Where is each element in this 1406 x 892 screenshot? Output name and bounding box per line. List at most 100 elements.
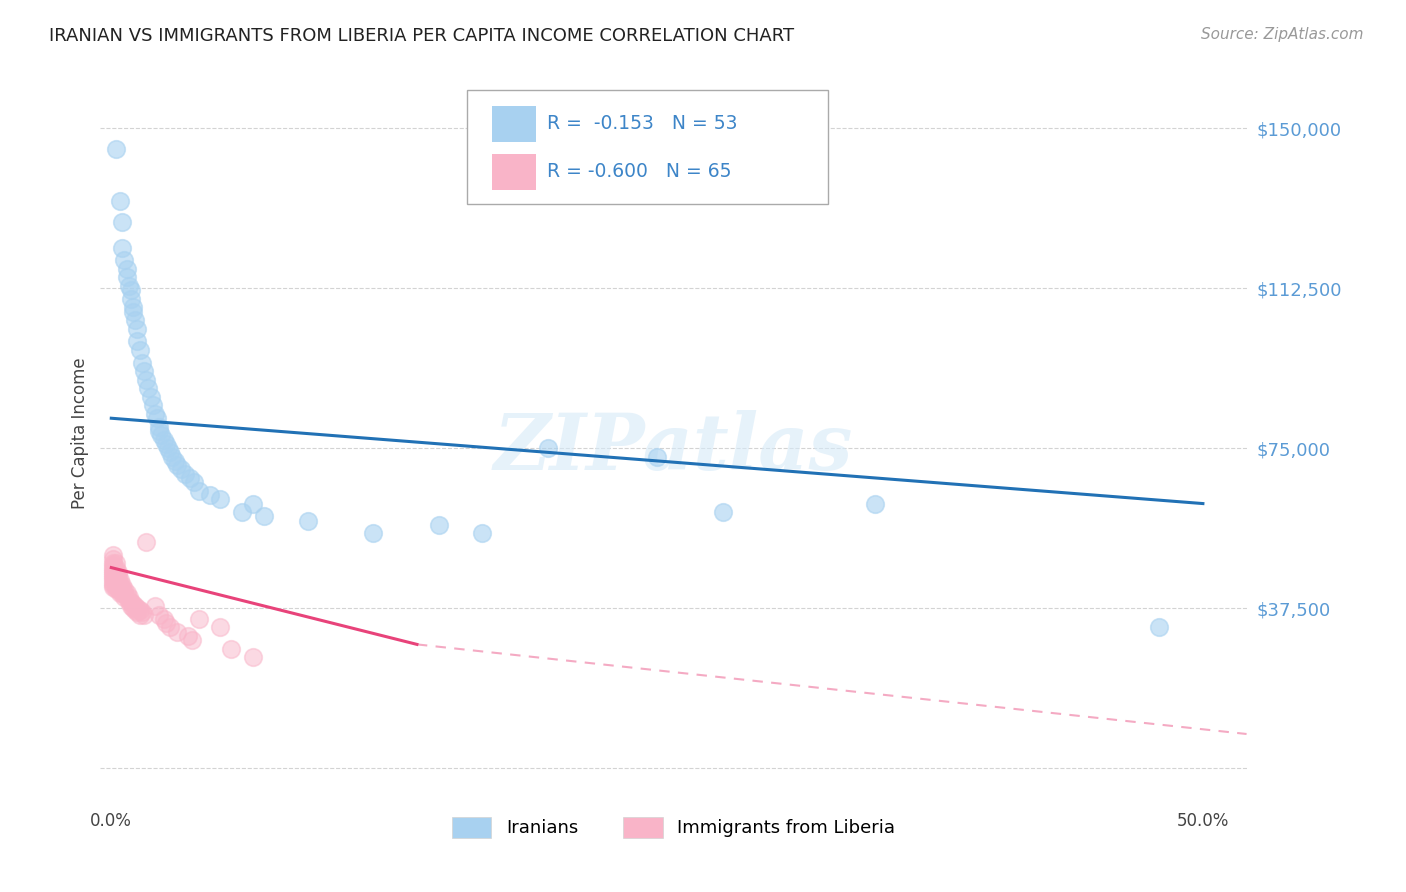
Point	[103, 574, 125, 588]
FancyBboxPatch shape	[492, 106, 536, 142]
Point	[128, 343, 150, 357]
Point	[104, 557, 127, 571]
Point	[107, 574, 129, 588]
Point	[115, 270, 138, 285]
Point	[120, 595, 142, 609]
Point	[112, 582, 135, 596]
Point	[242, 650, 264, 665]
Point	[104, 565, 127, 579]
Point	[103, 548, 125, 562]
Y-axis label: Per Capita Income: Per Capita Income	[72, 358, 89, 509]
Point	[112, 591, 135, 605]
Point	[132, 364, 155, 378]
Point	[103, 552, 125, 566]
Point	[143, 407, 166, 421]
Text: R =  -0.153   N = 53: R = -0.153 N = 53	[547, 114, 738, 134]
Point	[155, 437, 177, 451]
Point	[1147, 620, 1170, 634]
Text: IRANIAN VS IMMIGRANTS FROM LIBERIA PER CAPITA INCOME CORRELATION CHART: IRANIAN VS IMMIGRANTS FROM LIBERIA PER C…	[49, 27, 794, 45]
Point	[120, 283, 142, 297]
Point	[103, 565, 125, 579]
Point	[127, 321, 149, 335]
Point	[174, 467, 197, 481]
Point	[112, 253, 135, 268]
Point	[253, 509, 276, 524]
Point	[120, 599, 142, 613]
Point	[120, 292, 142, 306]
Point	[163, 454, 186, 468]
Point	[103, 569, 125, 583]
Point	[170, 462, 193, 476]
Point	[148, 419, 170, 434]
Point	[146, 411, 169, 425]
Point	[162, 450, 184, 464]
Point	[183, 475, 205, 490]
Point	[166, 624, 188, 639]
Point	[103, 557, 125, 571]
Point	[104, 142, 127, 156]
Point	[209, 620, 232, 634]
Point	[297, 514, 319, 528]
Point	[111, 582, 134, 596]
Point	[135, 373, 157, 387]
Point	[103, 558, 125, 573]
Point	[108, 582, 131, 596]
FancyBboxPatch shape	[492, 154, 536, 190]
FancyBboxPatch shape	[467, 90, 828, 204]
Point	[166, 458, 188, 472]
Point	[103, 571, 125, 585]
Point	[104, 560, 127, 574]
Point	[104, 574, 127, 588]
Point	[139, 390, 162, 404]
Point	[150, 428, 173, 442]
Point	[124, 599, 146, 613]
Point	[122, 601, 145, 615]
Point	[221, 641, 243, 656]
Point	[135, 535, 157, 549]
Point	[108, 577, 131, 591]
Point	[104, 582, 127, 596]
Point	[242, 497, 264, 511]
Point	[127, 334, 149, 349]
Point	[103, 560, 125, 574]
Point	[111, 577, 134, 591]
Point	[152, 612, 174, 626]
Point	[865, 497, 887, 511]
Point	[112, 586, 135, 600]
Point	[107, 582, 129, 596]
Point	[127, 606, 149, 620]
Point	[122, 304, 145, 318]
Point	[118, 279, 141, 293]
Point	[124, 313, 146, 327]
Text: R = -0.600   N = 65: R = -0.600 N = 65	[547, 162, 733, 181]
Point	[157, 441, 180, 455]
Point	[176, 629, 198, 643]
Point	[103, 563, 125, 577]
Point	[159, 620, 181, 634]
Point	[108, 586, 131, 600]
Point	[104, 577, 127, 591]
Point	[187, 483, 209, 498]
Point	[231, 505, 253, 519]
Point	[142, 399, 165, 413]
Point	[148, 607, 170, 622]
Point	[115, 586, 138, 600]
Point	[132, 607, 155, 622]
Point	[118, 591, 141, 605]
Point	[111, 241, 134, 255]
Point	[122, 597, 145, 611]
Text: Source: ZipAtlas.com: Source: ZipAtlas.com	[1201, 27, 1364, 42]
Point	[159, 445, 181, 459]
Point	[187, 612, 209, 626]
Point	[645, 450, 668, 464]
Point	[115, 591, 138, 605]
Point	[108, 574, 131, 588]
Point	[122, 300, 145, 314]
Point	[179, 471, 201, 485]
Point	[209, 492, 232, 507]
Point	[127, 601, 149, 615]
Legend: Iranians, Immigrants from Liberia: Iranians, Immigrants from Liberia	[444, 810, 903, 845]
Point	[124, 603, 146, 617]
Point	[107, 565, 129, 579]
Point	[104, 569, 127, 583]
